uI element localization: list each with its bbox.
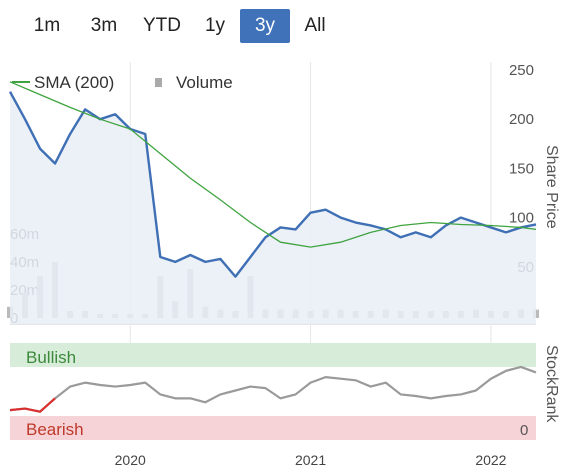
range-tab-ytd[interactable]: YTD bbox=[143, 15, 181, 36]
range-tab-all[interactable]: All bbox=[304, 15, 326, 36]
price-axis-label: Share Price bbox=[543, 145, 560, 229]
legend-sma-label: SMA (200) bbox=[34, 73, 114, 92]
stockrank-bearish-segment bbox=[9, 397, 56, 413]
sma-line bbox=[9, 81, 537, 248]
range-tab-1m[interactable]: 1m bbox=[33, 15, 61, 36]
bearish-label: Bearish bbox=[26, 420, 84, 439]
range-tab-1y[interactable]: 1y bbox=[204, 15, 226, 36]
range-selector: 1m 3m YTD 1y 3y All bbox=[20, 9, 340, 43]
range-tab-3m[interactable]: 3m bbox=[90, 15, 118, 36]
stockrank-line bbox=[9, 365, 537, 413]
legend-volume-marker bbox=[155, 78, 162, 87]
price-tick-150: 150 bbox=[509, 160, 534, 177]
price-tick-100: 100 bbox=[509, 210, 534, 227]
legend-volume-label: Volume bbox=[176, 73, 233, 92]
x-tick-2020: 2020 bbox=[115, 452, 146, 468]
range-tab-3y[interactable]: 3y bbox=[240, 9, 290, 43]
x-tick-2022: 2022 bbox=[475, 452, 506, 468]
bearish-band bbox=[10, 416, 536, 440]
price-tick-200: 200 bbox=[509, 111, 534, 128]
price-area bbox=[10, 91, 536, 324]
price-tick-250: 250 bbox=[509, 62, 534, 79]
bullish-label: Bullish bbox=[26, 348, 76, 367]
stockrank-tick-zero: 0 bbox=[520, 422, 528, 439]
x-tick-2021: 2021 bbox=[295, 452, 326, 468]
bullish-band bbox=[10, 343, 536, 367]
stockrank-axis-label: StockRank bbox=[543, 345, 560, 423]
